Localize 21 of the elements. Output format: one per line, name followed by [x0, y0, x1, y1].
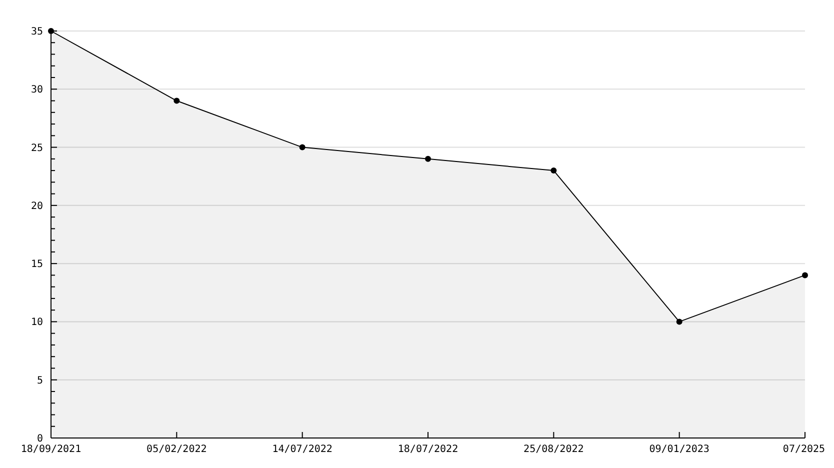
point — [676, 318, 682, 325]
y-tick-label: 25 — [30, 142, 43, 154]
point — [550, 168, 557, 174]
y-tick-label: 35 — [30, 26, 43, 38]
x-tick-label: 18/07/2022 — [398, 444, 458, 455]
x-tick-label: 14/07/2022 — [272, 444, 332, 455]
y-tick-label: 0 — [36, 434, 43, 444]
y-tick-label: 15 — [30, 259, 43, 270]
point — [802, 272, 808, 278]
y-tick-label: 30 — [30, 84, 43, 96]
x-tick-label: 05/02/2022 — [146, 444, 207, 455]
x-tick-label: 18/09/2021 — [20, 444, 82, 455]
y-tick-label: 5 — [36, 375, 43, 386]
y-tick-label: 20 — [30, 200, 43, 212]
x-tick-label: 25/08/2022 — [524, 444, 584, 455]
point — [299, 144, 306, 150]
point — [174, 98, 180, 104]
x-tick-label: 09/01/2023 — [649, 444, 710, 455]
y-tick-label: 10 — [30, 317, 43, 328]
x-tick-label: 07/2025 — [782, 444, 826, 455]
point — [425, 156, 431, 162]
